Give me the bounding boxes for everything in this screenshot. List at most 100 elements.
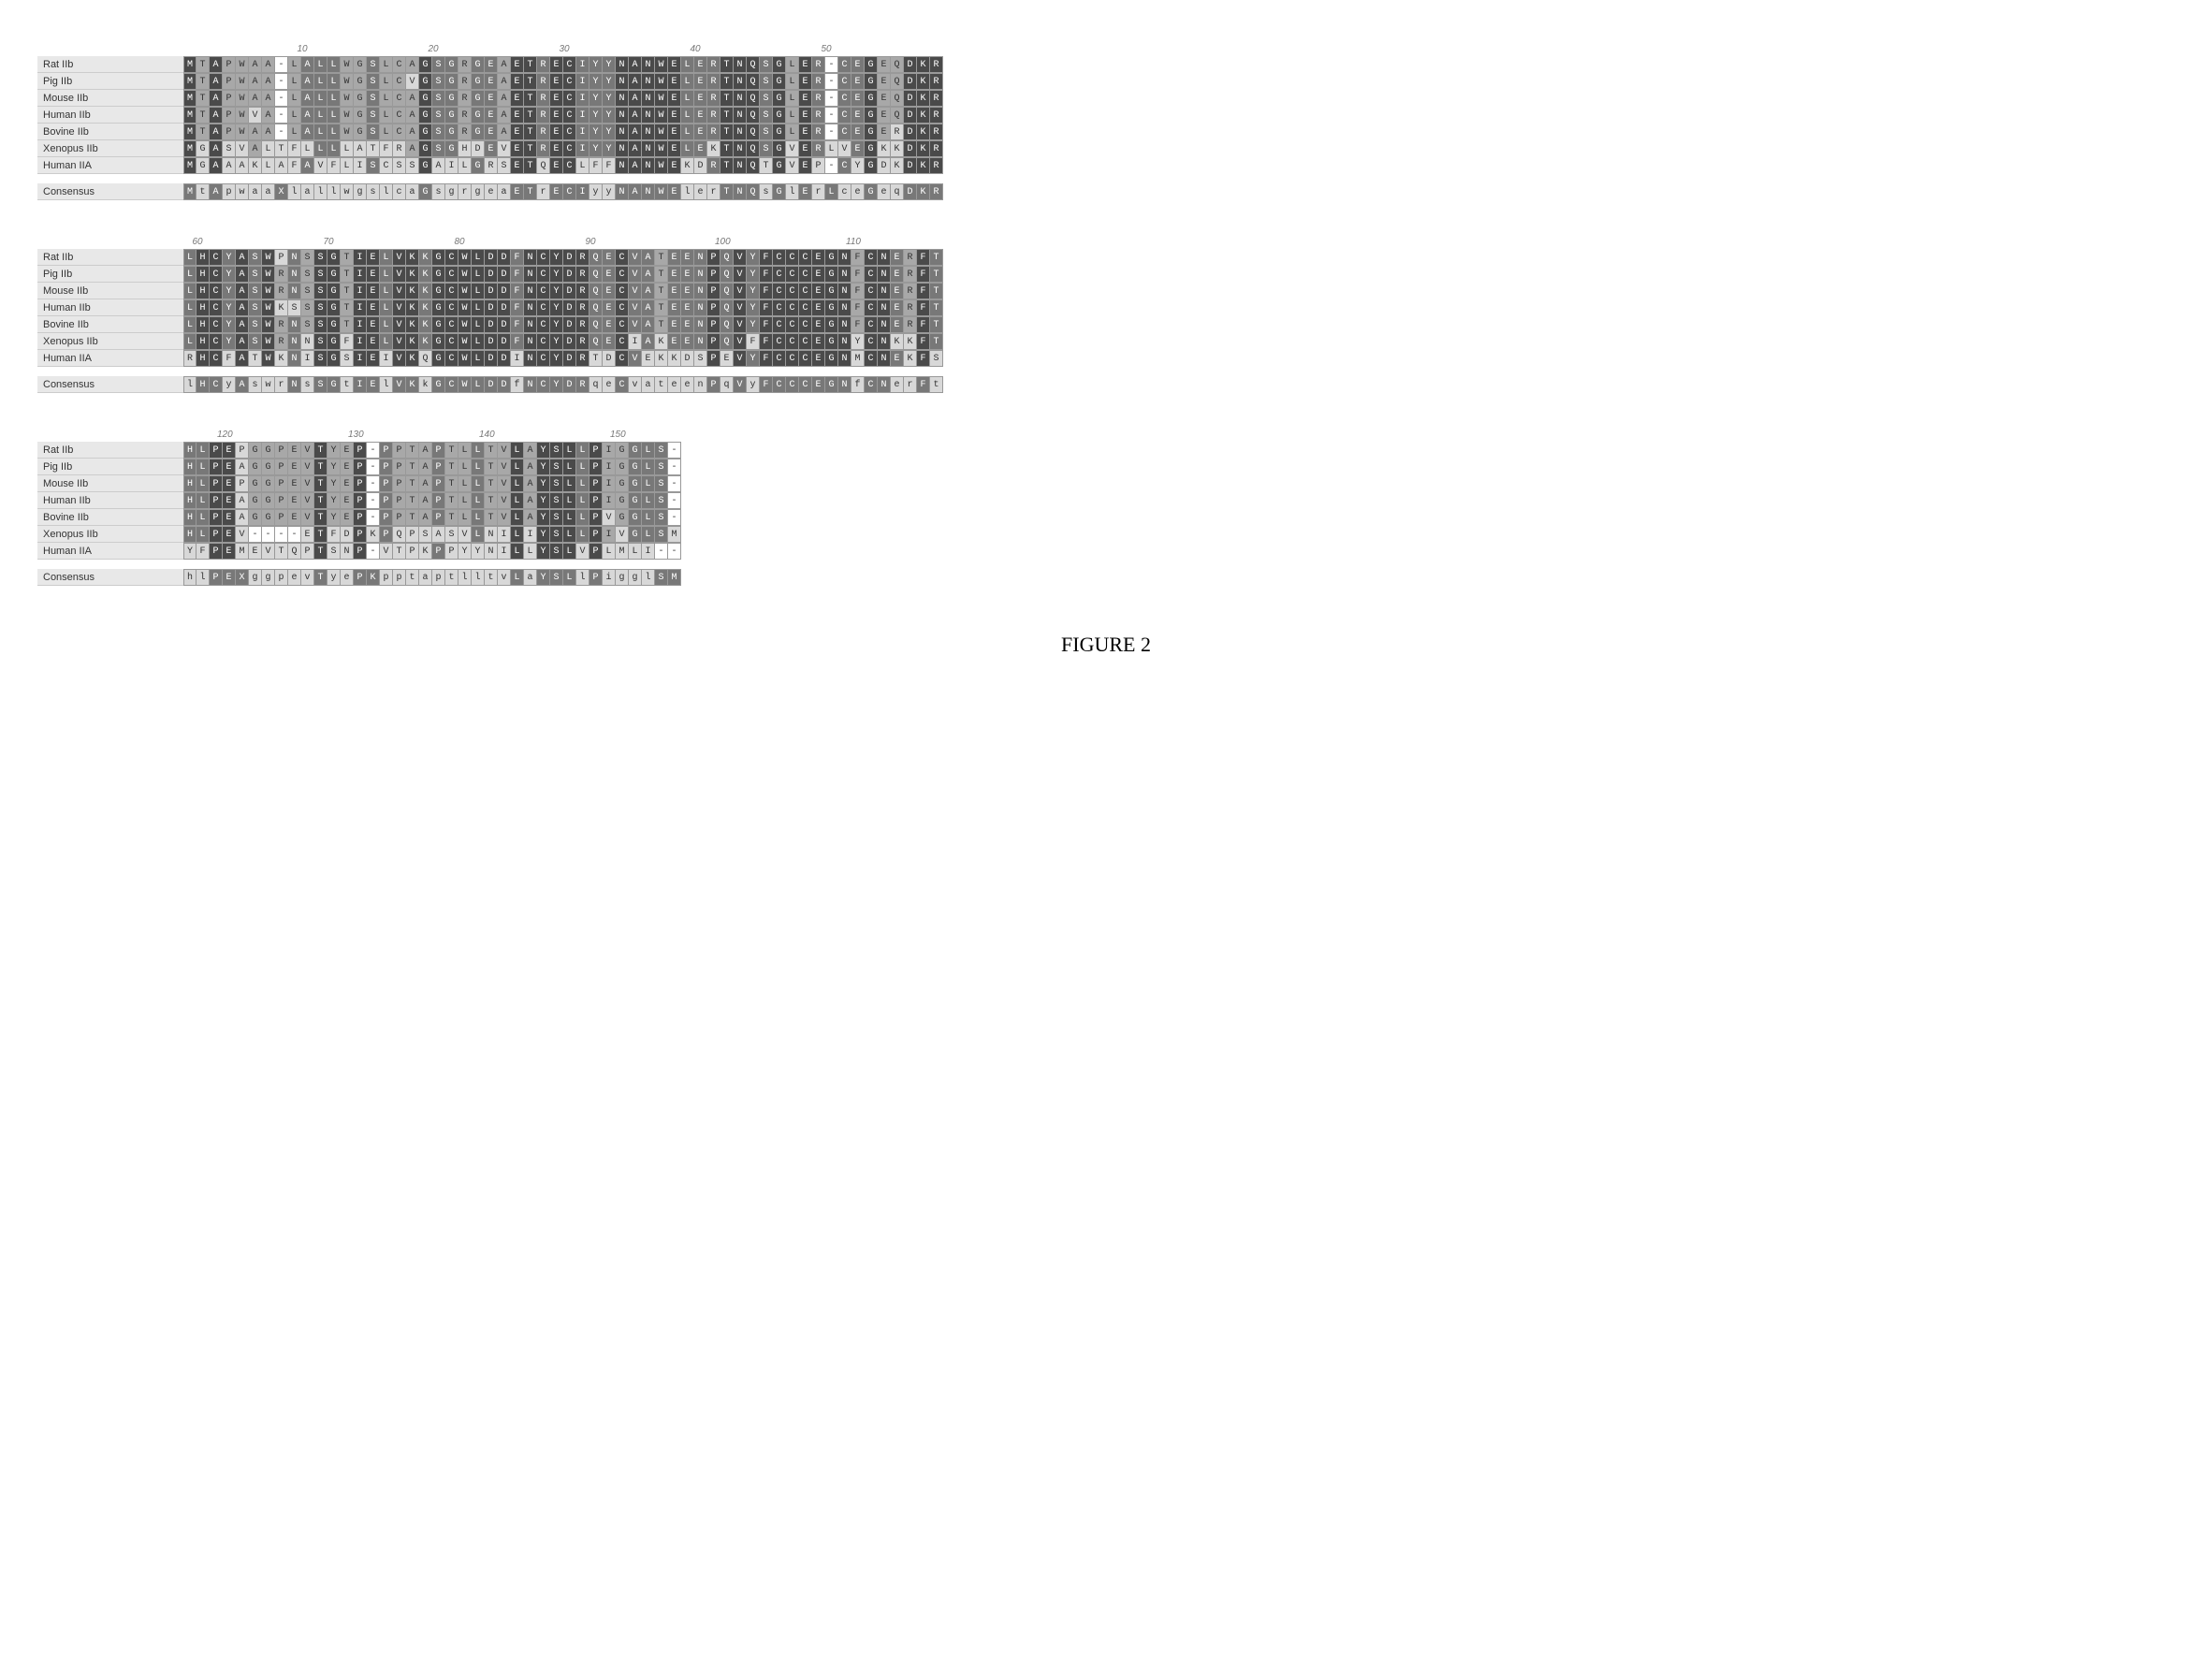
residue-cell: - — [288, 526, 301, 543]
residue-cell: Q — [891, 56, 904, 73]
residue-cell: G — [825, 333, 838, 350]
residue-cell: N — [734, 56, 747, 73]
residue-cell: E — [799, 140, 812, 157]
residue-cell: N — [878, 350, 891, 367]
species-label: Bovine IIb — [37, 124, 183, 140]
residue-cell: G — [354, 124, 367, 140]
residue-cell: N — [878, 316, 891, 333]
residue-cell: Y — [603, 73, 616, 90]
residue-cell: V — [629, 283, 642, 299]
residue-cell: Y — [747, 299, 760, 316]
residue-cell: N — [288, 266, 301, 283]
residue-cell: R — [458, 56, 472, 73]
residue-cell: P — [589, 459, 603, 475]
residue-cell: A — [629, 90, 642, 107]
residue-cell: N — [524, 249, 537, 266]
residue-cell: K — [249, 157, 262, 174]
residue-cell: H — [196, 299, 210, 316]
residue-cell: E — [668, 90, 681, 107]
residue-cell: P — [223, 107, 236, 124]
residue-cell: G — [432, 283, 445, 299]
consensus-cell: H — [196, 376, 210, 393]
residue-cell: P — [275, 509, 288, 526]
consensus-cell: T — [720, 183, 734, 200]
residue-cell: E — [603, 266, 616, 283]
consensus-cell: N — [616, 183, 629, 200]
residue-cell: T — [196, 56, 210, 73]
residue-cell: L — [511, 492, 524, 509]
residue-cell: I — [603, 475, 616, 492]
residue-cell: - — [668, 459, 681, 475]
residue-cell: A — [406, 56, 419, 73]
residue-cell: L — [681, 90, 694, 107]
sequence-row: Human IIbMTAPWVA-LALLWGSLCAGSGRGEAETRECI… — [37, 107, 2175, 124]
residue-cell: L — [563, 442, 576, 459]
residue-cell: T — [275, 543, 288, 560]
residue-cell: L — [472, 492, 485, 509]
residue-cell: E — [799, 124, 812, 140]
residue-cell: V — [393, 350, 406, 367]
residue-cell: K — [419, 316, 432, 333]
residue-cell: E — [668, 316, 681, 333]
residue-cell: E — [891, 283, 904, 299]
residue-cell: E — [223, 526, 236, 543]
residue-cell: G — [629, 492, 642, 509]
residue-cell: P — [380, 492, 393, 509]
residue-cell: G — [825, 350, 838, 367]
residue-cell: Q — [589, 316, 603, 333]
residue-cell: A — [210, 56, 223, 73]
residue-cell: G — [629, 475, 642, 492]
residue-cell: W — [262, 283, 275, 299]
residue-cell: A — [236, 333, 249, 350]
residue-cell: R — [904, 266, 917, 283]
residue-cell: V — [498, 459, 511, 475]
residue-cell: R — [891, 124, 904, 140]
residue-cell: A — [301, 107, 314, 124]
residue-cell: R — [707, 56, 720, 73]
residue-cell: P — [432, 543, 445, 560]
residue-cell: D — [498, 266, 511, 283]
residue-cell: V — [301, 459, 314, 475]
residue-cell: T — [655, 299, 668, 316]
residue-cell: I — [380, 350, 393, 367]
residue-cell: C — [563, 56, 576, 73]
sequence-alignment: 1020304050Rat IIbMTAPWAA-LALLWGSLCAGSGRG… — [37, 37, 2175, 586]
consensus-row: ConsensushlPEXggpevTyePKpptaptlltvLaYSLl… — [37, 569, 2175, 586]
residue-cell: Y — [747, 249, 760, 266]
residue-cell: S — [694, 350, 707, 367]
residue-cell: Y — [537, 526, 550, 543]
residue-cell: I — [498, 526, 511, 543]
residue-cell: K — [878, 140, 891, 157]
residue-cell: Q — [747, 90, 760, 107]
residue-cell: K — [406, 283, 419, 299]
residue-cell: W — [236, 90, 249, 107]
residue-cell: L — [380, 283, 393, 299]
consensus-cell: g — [472, 183, 485, 200]
residue-cell: A — [419, 492, 432, 509]
residue-cell: A — [406, 124, 419, 140]
residue-cell: N — [642, 73, 655, 90]
residue-cell: N — [616, 124, 629, 140]
residue-cell: R — [930, 157, 943, 174]
residue-cell: L — [183, 283, 196, 299]
sequence-row: Human IIbHLPEAGGPEVTYEP-PPTAPTLLTVLAYSLL… — [37, 492, 2175, 509]
residue-cell: G — [773, 90, 786, 107]
species-label: Rat IIb — [37, 249, 183, 266]
residue-cell: G — [472, 107, 485, 124]
residue-cell: E — [720, 350, 734, 367]
residue-cell: I — [354, 299, 367, 316]
residue-cell: C — [393, 124, 406, 140]
residue-cell: E — [668, 157, 681, 174]
residue-cell: C — [616, 350, 629, 367]
residue-cell: W — [458, 283, 472, 299]
residue-cell: Y — [747, 316, 760, 333]
residue-cell: N — [734, 140, 747, 157]
residue-cell: M — [183, 124, 196, 140]
residue-cell: G — [327, 266, 341, 283]
residue-cell: Q — [891, 107, 904, 124]
residue-cell: D — [485, 266, 498, 283]
residue-cell: E — [668, 56, 681, 73]
residue-cell: R — [812, 107, 825, 124]
residue-cell: N — [838, 350, 851, 367]
residue-cell: P — [354, 459, 367, 475]
